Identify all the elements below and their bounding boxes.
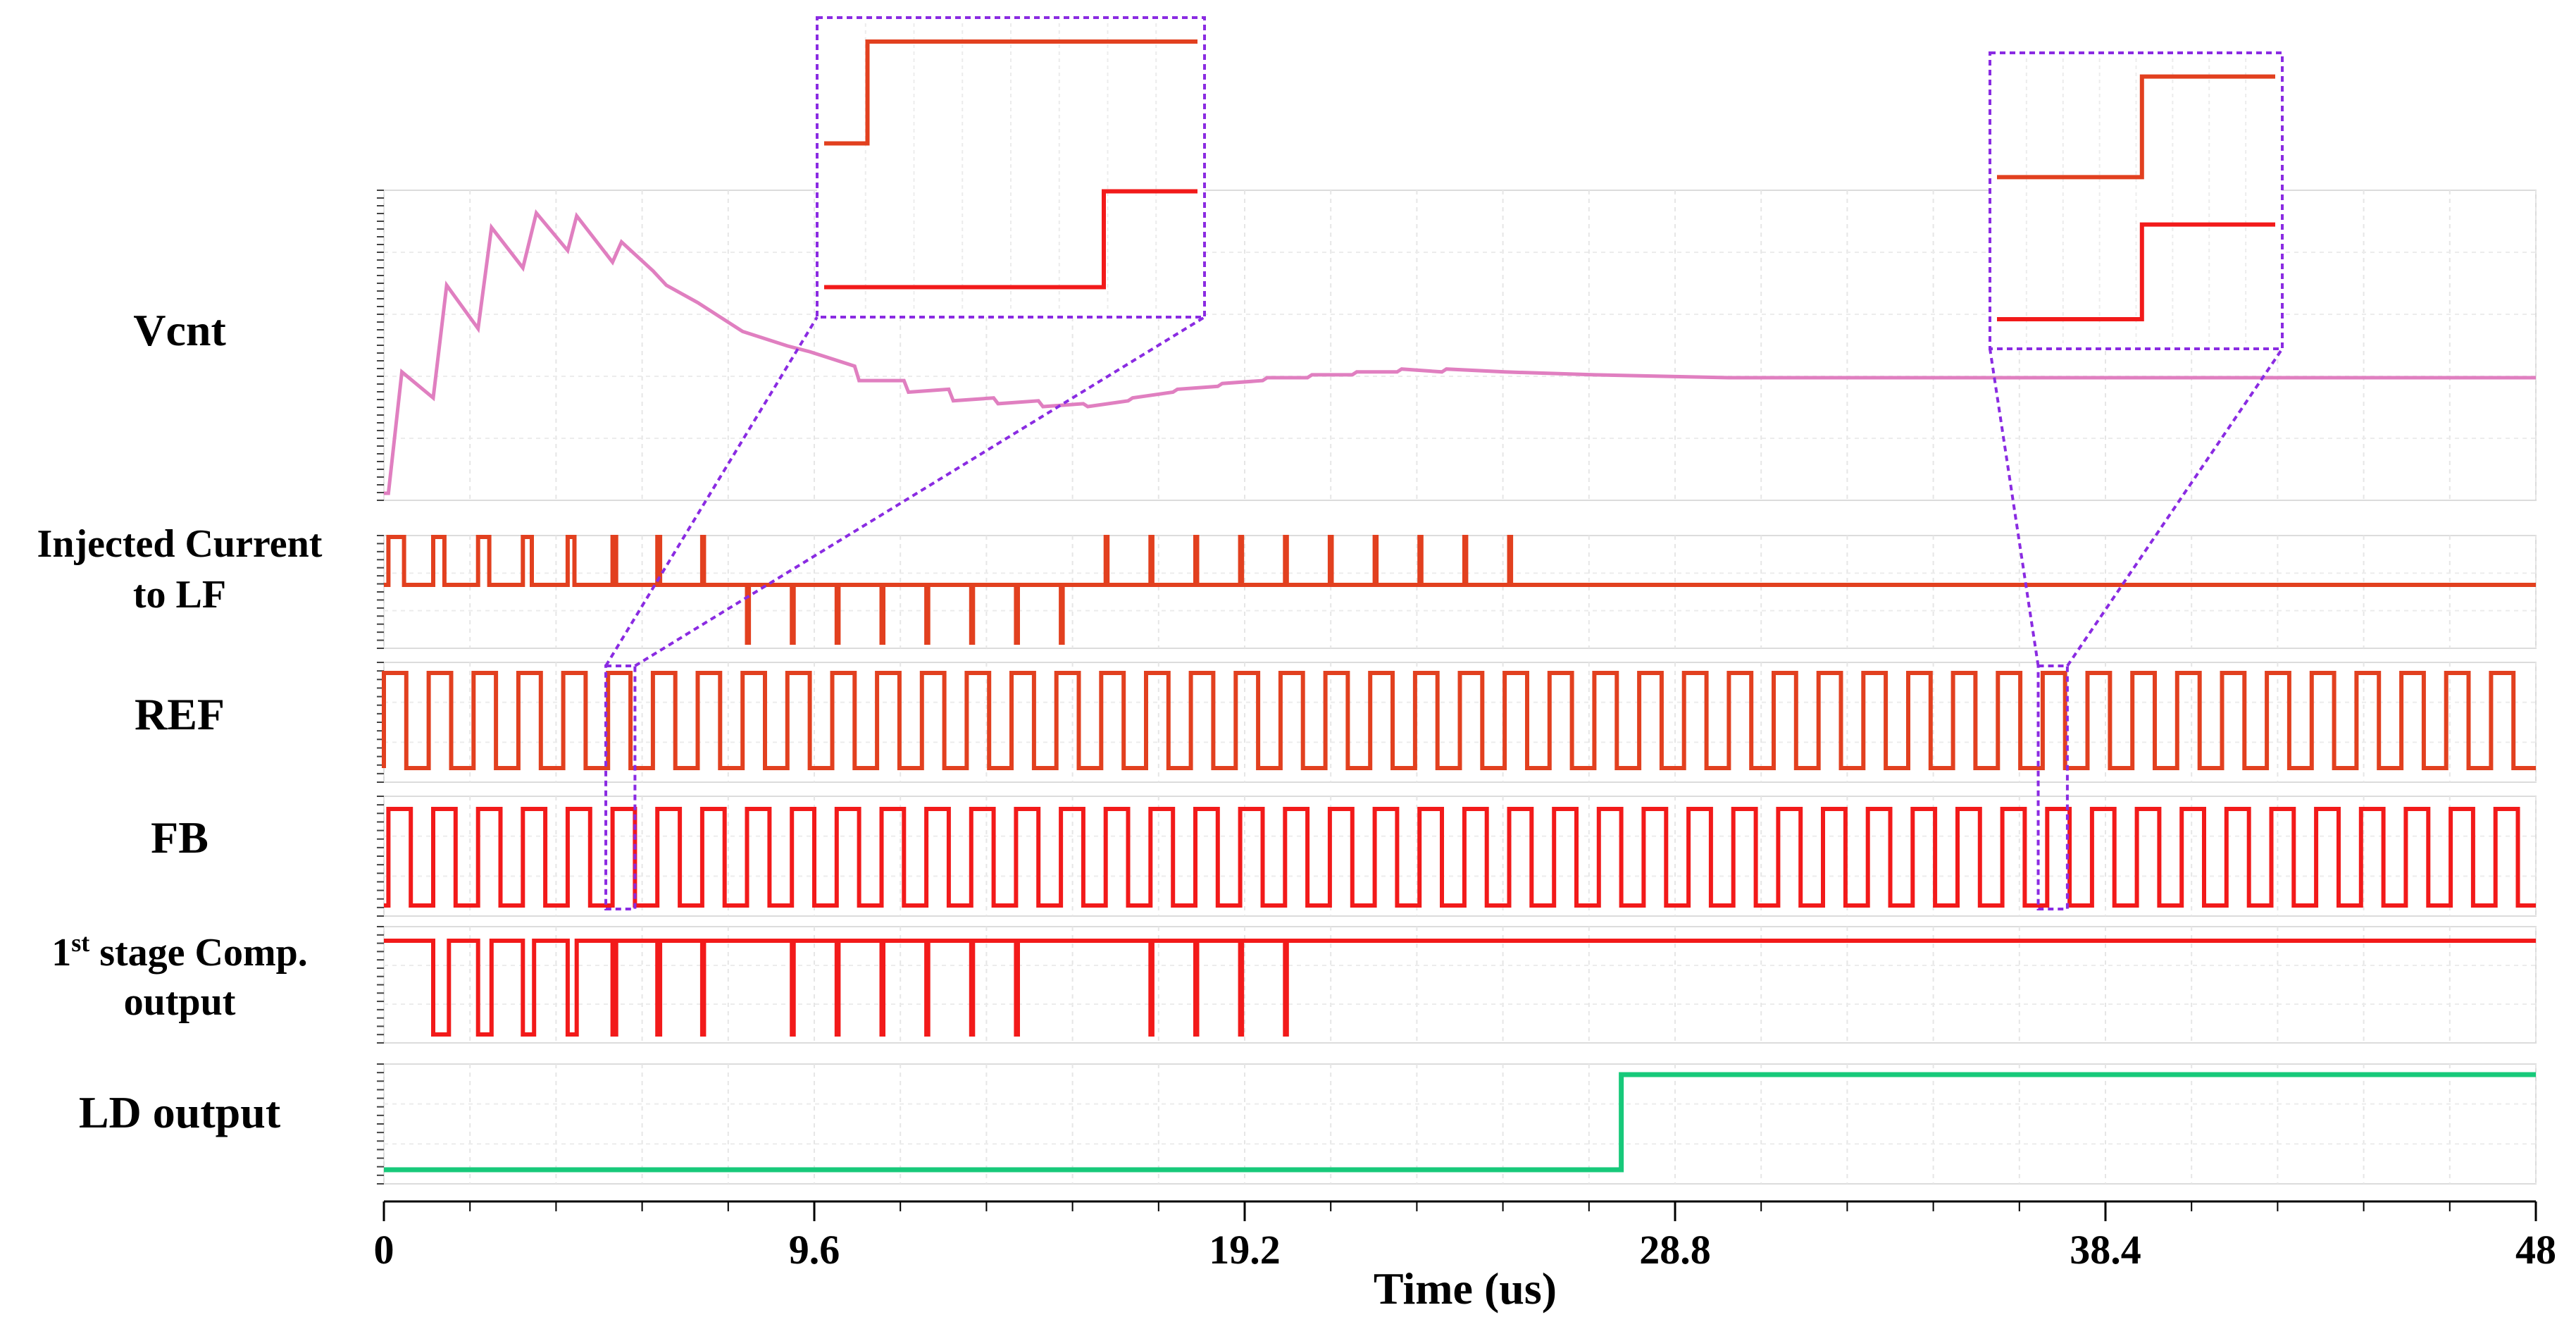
x-tick-label: 19.2 <box>1209 1227 1281 1273</box>
panel-frame <box>383 796 2537 917</box>
row-labels: Vcnt Injected Current to LF REF FB 1st stage … <box>37 305 323 1137</box>
row-label: to LF <box>133 573 226 617</box>
x-tick-label: 48 <box>2515 1227 2556 1273</box>
fb-clock-trace <box>384 807 2536 908</box>
inset-fb-edge <box>1997 222 2275 321</box>
zoom-region <box>604 664 637 910</box>
zoom-connector <box>1989 348 2040 667</box>
comp-output-trace <box>384 939 2536 1037</box>
x-axis-title: Time (us) <box>1374 1263 1557 1313</box>
row-label: Injected Current <box>37 522 323 566</box>
signal-traces <box>382 209 2536 1173</box>
row-label-part: 1 <box>51 931 71 975</box>
row-label-part: stage Comp. <box>89 931 308 975</box>
row-label: 1st stage Comp. <box>51 929 308 975</box>
row-label-superscript: st <box>71 929 89 957</box>
ref-clock-trace <box>382 671 2536 770</box>
zoom-connector <box>604 316 819 667</box>
zoom-region <box>2036 664 2069 910</box>
panel-frame <box>383 926 2537 1044</box>
injected-current-trace <box>384 535 2536 645</box>
x-tick-label: 38.4 <box>2070 1227 2141 1273</box>
row-label: FB <box>151 812 209 863</box>
ld-output-trace <box>384 1072 2536 1173</box>
x-tick-label: 0 <box>374 1227 394 1273</box>
row-label: LD output <box>79 1087 281 1137</box>
x-tick-label: 9.6 <box>789 1227 840 1273</box>
row-label: Vcnt <box>133 305 226 355</box>
x-axis: 0 9.6 19.2 28.8 38.4 48 <box>374 1200 2556 1273</box>
zoom-insets <box>604 16 2284 910</box>
panel-frame <box>383 1063 2537 1185</box>
x-tick-label: 28.8 <box>1639 1227 1711 1273</box>
zoom-connector <box>634 316 1206 667</box>
row-label: output <box>124 980 236 1024</box>
inset-ref-edge <box>824 39 1197 146</box>
vcnt-trace <box>384 209 2536 495</box>
panel-frame <box>383 535 2537 649</box>
zoom-connector <box>2066 347 2284 667</box>
inset-ref-edge <box>1997 74 2275 180</box>
inset-fb-edge <box>824 189 1197 290</box>
row-label: REF <box>135 689 225 739</box>
